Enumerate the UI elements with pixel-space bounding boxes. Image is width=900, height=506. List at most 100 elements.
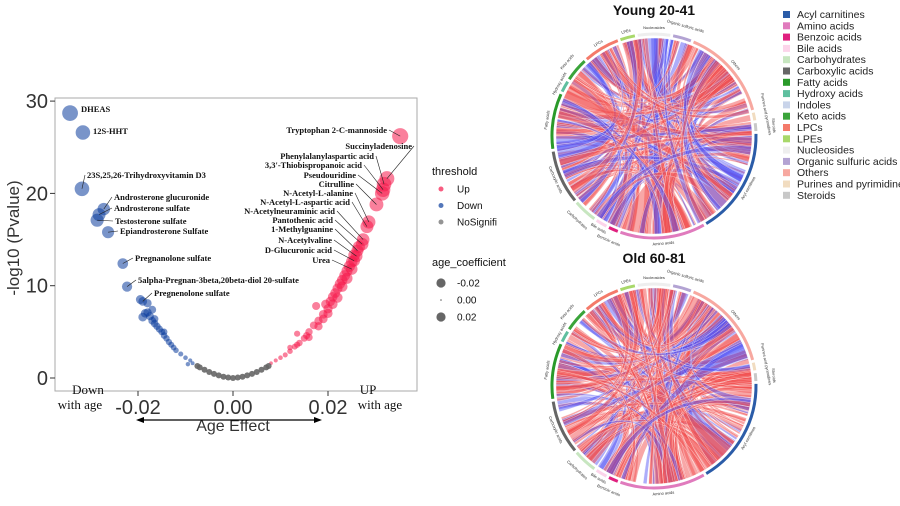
point-nosignifi — [258, 366, 265, 373]
chord-positive — [555, 381, 715, 467]
labeled-point — [392, 128, 409, 145]
chord-negative — [586, 61, 629, 226]
chord-positive — [662, 399, 751, 484]
chord-positive — [588, 315, 729, 465]
chord-negative — [611, 45, 674, 234]
chord-positive — [671, 390, 753, 482]
size-legend-label: 0.02 — [457, 313, 477, 324]
chord-positive — [559, 41, 635, 172]
chord-positive — [555, 288, 672, 383]
chord-positive — [600, 301, 664, 485]
chord-positive — [572, 372, 753, 446]
category-arc-label: LPEs — [621, 278, 632, 285]
point-up — [273, 358, 278, 363]
y-axis-label: -log10 (Pvalue) — [4, 180, 23, 295]
y-tick-label: 0 — [37, 368, 48, 390]
point-up — [294, 330, 301, 337]
chord-negative — [555, 314, 727, 382]
category-legend-label: Others — [797, 167, 829, 179]
chord-positive — [606, 298, 722, 348]
chord-positive — [562, 73, 736, 115]
chord-positive — [685, 50, 749, 166]
point-nosignifi — [220, 373, 227, 380]
chord-positive — [558, 298, 705, 369]
chord-negative — [576, 303, 710, 448]
point-up — [278, 355, 283, 360]
chord-positive — [558, 76, 736, 166]
chord-positive — [627, 290, 661, 485]
chord-positive — [617, 401, 751, 479]
chord-negative — [620, 343, 749, 480]
size-legend-label: -0.02 — [457, 279, 480, 290]
chord-positive — [558, 130, 753, 166]
chord-positive — [577, 70, 691, 230]
chord-negative — [608, 295, 717, 346]
chord-positive — [572, 289, 675, 442]
chord-negative — [564, 298, 703, 359]
label-leader-line — [81, 174, 86, 189]
category-arc-label: Others — [730, 309, 742, 321]
chord-positive — [570, 287, 665, 353]
chord-positive — [575, 171, 693, 230]
threshold-legend-key — [438, 219, 444, 225]
category-legend-label: LPEs — [797, 133, 822, 145]
point-nosignifi — [244, 372, 251, 379]
chord-positive — [685, 299, 753, 394]
chord-positive — [562, 411, 680, 484]
chord-positive — [686, 303, 739, 438]
chord-positive — [558, 56, 718, 120]
category-arc — [550, 93, 563, 149]
point-down — [188, 358, 193, 363]
category-arc-label: Steroids — [771, 368, 777, 383]
threshold-legend-label: Down — [457, 201, 483, 212]
label-leader-line — [142, 292, 153, 302]
chord-positive — [561, 288, 646, 425]
chord-negative — [639, 135, 753, 234]
point-label: Urea — [312, 255, 331, 265]
chord-negative — [683, 300, 735, 447]
threshold-legend-key — [438, 186, 444, 192]
chord-negative — [693, 70, 746, 178]
chord-negative — [596, 123, 753, 218]
chord-positive — [562, 287, 657, 423]
chord-positive — [627, 312, 724, 482]
chord-negative — [556, 392, 684, 482]
chord-negative — [683, 48, 744, 183]
chord-positive — [668, 321, 733, 483]
size-legend-label: 0.00 — [457, 296, 477, 307]
chord-positive — [674, 370, 752, 481]
chord-positive — [665, 289, 718, 466]
point-down — [160, 328, 168, 336]
chord-negative — [667, 39, 739, 191]
chord-negative — [555, 128, 636, 232]
category-legend-swatch — [783, 67, 790, 75]
category-arc — [753, 373, 758, 382]
chord-negative — [570, 330, 677, 484]
volcano-legend: threshold age_coefficient Up Down NoSignif… — [432, 166, 506, 324]
point-label: Citrulline — [319, 179, 355, 189]
chord-negative — [571, 420, 674, 484]
x-tick-label: 0.00 — [214, 397, 253, 419]
category-arc — [751, 112, 757, 121]
category-arc-label: Hydroxy acids — [551, 71, 568, 95]
chord-background — [554, 286, 754, 486]
point-nosignifi — [234, 374, 241, 381]
chord-positive — [574, 40, 681, 101]
point-label: N-Acetyl-L-alanine — [283, 188, 353, 198]
chord-negative — [662, 288, 680, 482]
chord-negative — [557, 38, 670, 163]
chord-positive — [683, 51, 730, 203]
chord-positive — [585, 421, 720, 462]
point-label: DHEAS — [81, 104, 111, 114]
chord-positive — [568, 167, 691, 231]
chord-positive — [614, 44, 639, 230]
chord-negative — [600, 38, 645, 223]
chord-positive — [662, 326, 736, 484]
chord-positive — [581, 66, 743, 111]
category-legend-swatch — [783, 135, 790, 143]
category-legend-label: Carboxylic acids — [797, 66, 873, 78]
chord-positive — [640, 38, 717, 216]
x-axis-label: Age Effect — [196, 418, 270, 435]
threshold-legend-title: threshold — [432, 166, 477, 178]
